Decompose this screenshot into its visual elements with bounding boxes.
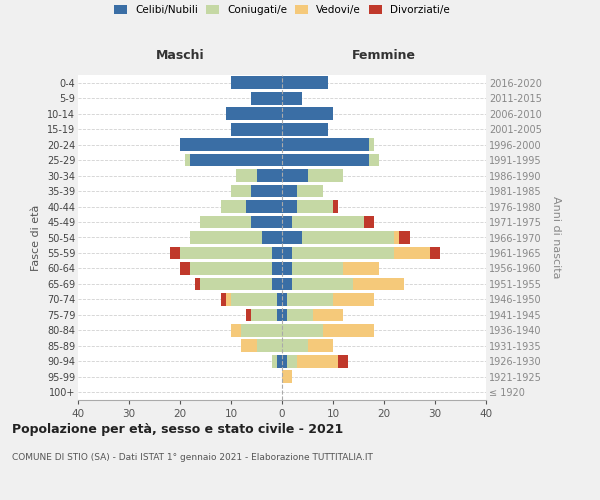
Bar	[282, 216, 292, 228]
Bar	[282, 324, 323, 336]
Bar	[292, 262, 343, 275]
Bar	[282, 154, 369, 166]
Bar	[247, 308, 251, 321]
Bar	[369, 154, 379, 166]
Bar	[282, 355, 287, 368]
Bar	[231, 324, 241, 336]
Bar	[231, 293, 277, 306]
Bar	[180, 138, 282, 151]
Bar	[226, 293, 231, 306]
Bar	[298, 355, 338, 368]
Bar	[247, 200, 282, 213]
Bar	[333, 200, 338, 213]
Bar	[292, 246, 394, 260]
Bar	[298, 184, 323, 198]
Bar	[272, 355, 277, 368]
Legend: Celibi/Nubili, Coniugati/e, Vedovi/e, Divorziati/e: Celibi/Nubili, Coniugati/e, Vedovi/e, Di…	[114, 5, 450, 15]
Bar	[257, 340, 282, 352]
Bar	[231, 76, 282, 89]
Bar	[257, 169, 282, 182]
Bar	[323, 324, 374, 336]
Bar	[251, 216, 282, 228]
Bar	[282, 262, 292, 275]
Bar	[343, 262, 379, 275]
Y-axis label: Fasce di età: Fasce di età	[31, 204, 41, 270]
Bar	[277, 308, 282, 321]
Bar	[272, 278, 282, 290]
Bar	[282, 231, 302, 244]
Y-axis label: Anni di nascita: Anni di nascita	[551, 196, 561, 279]
Text: Popolazione per età, sesso e stato civile - 2021: Popolazione per età, sesso e stato civil…	[12, 422, 343, 436]
Bar	[282, 370, 292, 383]
Bar	[282, 123, 328, 136]
Bar	[251, 308, 277, 321]
Bar	[282, 200, 298, 213]
Bar	[241, 324, 282, 336]
Bar	[200, 216, 251, 228]
Bar	[236, 169, 257, 182]
Bar	[282, 138, 369, 151]
Text: Femmine: Femmine	[352, 50, 416, 62]
Bar	[282, 169, 308, 182]
Bar	[190, 154, 282, 166]
Bar	[394, 246, 430, 260]
Bar	[180, 246, 272, 260]
Text: Maschi: Maschi	[155, 50, 205, 62]
Bar	[272, 262, 282, 275]
Bar	[226, 108, 282, 120]
Bar	[262, 231, 282, 244]
Bar	[364, 216, 374, 228]
Bar	[333, 293, 374, 306]
Bar	[241, 340, 257, 352]
Bar	[282, 278, 292, 290]
Bar	[196, 278, 200, 290]
Bar	[231, 184, 251, 198]
Bar	[282, 340, 308, 352]
Bar	[298, 200, 333, 213]
Bar	[221, 293, 226, 306]
Bar	[282, 246, 292, 260]
Bar	[308, 169, 343, 182]
Bar	[430, 246, 440, 260]
Bar	[287, 355, 298, 368]
Bar	[277, 355, 282, 368]
Bar	[170, 246, 180, 260]
Bar	[200, 278, 272, 290]
Bar	[313, 308, 343, 321]
Bar	[287, 308, 313, 321]
Bar	[251, 184, 282, 198]
Bar	[308, 340, 333, 352]
Bar	[282, 308, 287, 321]
Bar	[282, 293, 287, 306]
Bar	[231, 123, 282, 136]
Bar	[400, 231, 410, 244]
Bar	[287, 293, 333, 306]
Bar	[338, 355, 349, 368]
Text: COMUNE DI STIO (SA) - Dati ISTAT 1° gennaio 2021 - Elaborazione TUTTITALIA.IT: COMUNE DI STIO (SA) - Dati ISTAT 1° genn…	[12, 452, 373, 462]
Bar	[221, 200, 247, 213]
Bar	[190, 262, 272, 275]
Bar	[185, 154, 190, 166]
Bar	[277, 293, 282, 306]
Bar	[251, 92, 282, 104]
Bar	[190, 231, 262, 244]
Bar	[282, 184, 298, 198]
Bar	[302, 231, 394, 244]
Bar	[180, 262, 190, 275]
Bar	[292, 278, 353, 290]
Bar	[369, 138, 374, 151]
Bar	[292, 216, 364, 228]
Bar	[282, 92, 302, 104]
Bar	[272, 246, 282, 260]
Bar	[282, 108, 333, 120]
Bar	[282, 76, 328, 89]
Bar	[394, 231, 400, 244]
Bar	[353, 278, 404, 290]
